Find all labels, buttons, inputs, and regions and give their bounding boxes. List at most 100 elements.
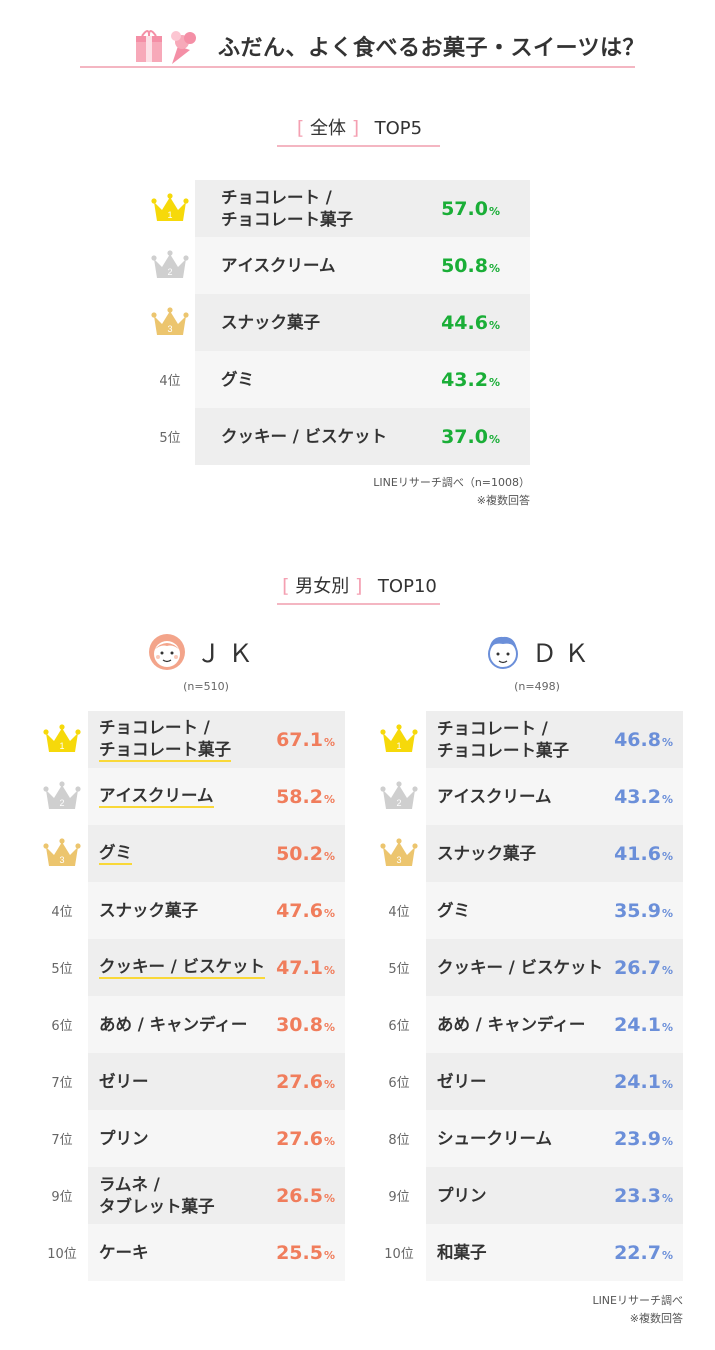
item-value: 43.2 [614, 785, 661, 808]
item-value: 47.1 [276, 956, 323, 979]
gold-crown-icon: 1 [151, 192, 189, 221]
table-row: クッキー / ビスケット 26.7% [426, 939, 683, 996]
rank-marker: 1 [42, 711, 82, 768]
gender-section-title: [ 男女別 ] TOP10 [277, 572, 442, 598]
percent-unit: % [323, 1078, 335, 1091]
item-value: 43.2 [441, 368, 488, 391]
item-label: ゼリー [99, 1071, 149, 1091]
item-label-cell: ゼリー [99, 1053, 149, 1110]
jk-label: ＪＫ [196, 639, 261, 668]
rank-marker: 1 [150, 180, 190, 237]
bracket-close: ] [355, 575, 363, 597]
item-label-cell: グミ [437, 882, 470, 939]
rank-label: 5位 [159, 431, 181, 446]
rank-marker: 5位 [150, 408, 190, 465]
rank-marker: 10位 [42, 1224, 82, 1281]
item-value: 50.2 [276, 842, 323, 865]
jk-sample-size: (n=510) [183, 680, 229, 693]
crown-rank-number: 1 [167, 210, 172, 220]
gender-section-tag: TOP10 [377, 576, 437, 597]
rank-label: 7位 [51, 1133, 73, 1148]
rank-label: 5位 [388, 962, 410, 977]
item-label: グミ [99, 842, 132, 865]
item-value-cell: 50.2% [276, 825, 335, 882]
page-title: ふだん、よく食べるお菓子・スイーツは？ [218, 36, 646, 61]
item-value: 44.6 [441, 311, 488, 334]
item-label-cell: スナック菓子 [99, 882, 198, 939]
rank-marker: 2 [42, 768, 82, 825]
percent-unit: % [661, 736, 673, 749]
item-label: チョコレート / チョコレート菓子 [437, 718, 569, 760]
overall-source: LINEリサーチ調べ（n=1008） ※複数回答 [330, 474, 530, 510]
table-row: チョコレート / チョコレート菓子 67.1% [88, 711, 345, 768]
item-label: アイスクリーム [221, 255, 336, 275]
item-label-cell: チョコレート / チョコレート菓子 [99, 711, 231, 768]
rank-marker: 5位 [42, 939, 82, 996]
percent-unit: % [661, 1135, 673, 1148]
table-row: あめ / キャンディー 24.1% [426, 996, 683, 1053]
rank-marker: 7位 [42, 1110, 82, 1167]
item-label: プリン [99, 1128, 149, 1148]
rank-marker: 6位 [379, 1053, 419, 1110]
percent-unit: % [488, 262, 500, 275]
silver-crown-icon: 2 [43, 780, 81, 809]
item-label-cell: ゼリー [437, 1053, 487, 1110]
percent-unit: % [323, 793, 335, 806]
rank-label: 4位 [51, 905, 73, 920]
overall-section-name: 全体 [310, 118, 347, 139]
item-label: あめ / キャンディー [437, 1014, 586, 1034]
item-label: チョコレート / チョコレート菓子 [221, 187, 353, 229]
item-label: ケーキ [99, 1242, 149, 1262]
rank-marker: 2 [150, 237, 190, 294]
gender-title-underline [277, 603, 440, 605]
table-row: スナック菓子 47.6% [88, 882, 345, 939]
table-row: 和菓子 22.7% [426, 1224, 683, 1281]
rank-marker: 7位 [42, 1053, 82, 1110]
girl-face-icon [149, 634, 185, 670]
item-value: 23.9 [614, 1127, 661, 1150]
item-value-cell: 27.6% [276, 1053, 335, 1110]
item-value: 57.0 [441, 197, 488, 220]
item-value-cell: 50.8% [441, 237, 500, 294]
bracket-open: [ [282, 575, 290, 597]
rank-label: 7位 [51, 1076, 73, 1091]
rank-marker: 6位 [379, 996, 419, 1053]
table-row: プリン 23.3% [426, 1167, 683, 1224]
table-row: ラムネ / タブレット菓子 26.5% [88, 1167, 345, 1224]
item-value-cell: 27.6% [276, 1110, 335, 1167]
item-value-cell: 67.1% [276, 711, 335, 768]
item-value: 27.6 [276, 1070, 323, 1093]
item-value-cell: 58.2% [276, 768, 335, 825]
item-value-cell: 43.2% [441, 351, 500, 408]
item-label: クッキー / ビスケット [221, 426, 388, 446]
rank-label: 6位 [51, 1019, 73, 1034]
rank-label: 4位 [388, 905, 410, 920]
item-value-cell: 35.9% [614, 882, 673, 939]
table-row: チョコレート / チョコレート菓子 46.8% [426, 711, 683, 768]
dk-sample-size: (n=498) [514, 680, 560, 693]
item-value-cell: 23.9% [614, 1110, 673, 1167]
item-label-cell: スナック菓子 [437, 825, 536, 882]
crown-rank-number: 3 [59, 855, 64, 865]
item-label-cell: チョコレート / チョコレート菓子 [221, 180, 353, 237]
percent-unit: % [488, 205, 500, 218]
rank-label: 6位 [388, 1019, 410, 1034]
bronze-crown-icon: 3 [151, 306, 189, 335]
item-value-cell: 24.1% [614, 1053, 673, 1110]
gender-source-line2: ※複数回答 [629, 1312, 683, 1325]
percent-unit: % [323, 907, 335, 920]
item-value-cell: 46.8% [614, 711, 673, 768]
item-value: 24.1 [614, 1013, 661, 1036]
rank-label: 9位 [388, 1190, 410, 1205]
item-label-cell: アイスクリーム [99, 768, 214, 825]
silver-crown-icon: 2 [151, 249, 189, 278]
percent-unit: % [323, 1135, 335, 1148]
gender-source-line1: LINEリサーチ調べ [592, 1294, 683, 1307]
rank-marker: 9位 [379, 1167, 419, 1224]
table-row: あめ / キャンディー 30.8% [88, 996, 345, 1053]
item-value-cell: 22.7% [614, 1224, 673, 1281]
item-label: クッキー / ビスケット [437, 957, 604, 977]
table-row: アイスクリーム 50.8% [195, 237, 530, 294]
item-value: 22.7 [614, 1241, 661, 1264]
item-label-cell: 和菓子 [437, 1224, 487, 1281]
